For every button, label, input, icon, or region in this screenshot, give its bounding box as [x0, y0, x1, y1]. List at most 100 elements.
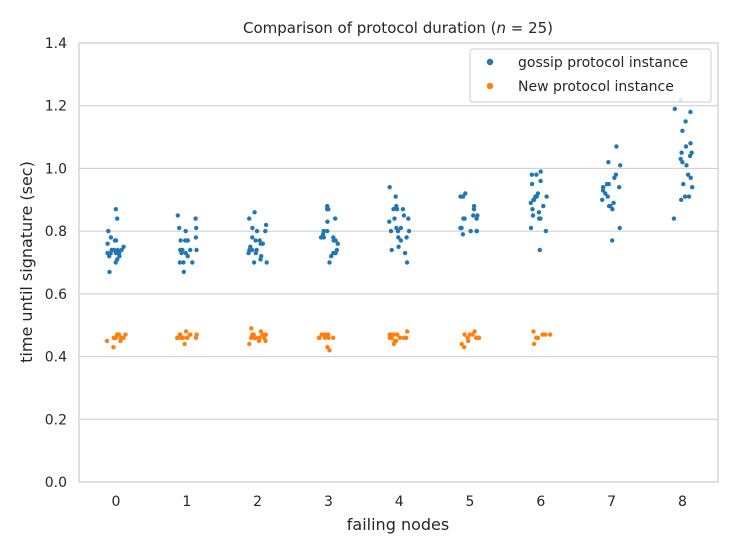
new-protocol-point: [473, 335, 479, 340]
new-protocol-point: [193, 335, 199, 340]
x-tick-label: 1: [182, 494, 191, 510]
gossip-point: [113, 238, 119, 243]
gossip-point: [325, 228, 330, 234]
gossip-point: [534, 172, 539, 177]
gossip-point: [460, 194, 466, 199]
gossip-point: [185, 254, 190, 259]
legend-marker-new: [486, 82, 494, 90]
new-protocol-point: [391, 332, 396, 337]
y-tick-label: 1.0: [45, 161, 67, 177]
gossip-point: [606, 181, 611, 187]
new-protocol-point: [256, 338, 262, 344]
gossip-point: [468, 228, 473, 234]
gossip-point: [401, 213, 407, 218]
gossip-point: [690, 185, 695, 190]
gossip-point: [181, 269, 186, 275]
gossip-point: [679, 197, 684, 202]
gossip-point: [687, 153, 693, 159]
new-protocol-point: [387, 332, 392, 337]
new-protocol-point: [175, 335, 180, 340]
new-protocol-point: [540, 332, 545, 337]
gossip-point: [113, 260, 118, 265]
new-protocol-point: [260, 332, 265, 337]
gossip-point: [684, 163, 689, 168]
gossip-point: [108, 235, 114, 240]
gossip-point: [606, 203, 612, 209]
gossip-point: [107, 269, 112, 275]
new-protocol-point: [121, 335, 126, 340]
new-protocol-point: [116, 332, 122, 337]
gossip-point: [531, 197, 537, 202]
gossip-point: [529, 181, 535, 187]
gossip-point: [193, 216, 198, 221]
gossip-point: [612, 175, 617, 180]
gossip-point: [194, 225, 199, 231]
new-protocol-point: [249, 326, 254, 331]
new-protocol-point: [263, 338, 268, 344]
gossip-point: [600, 188, 606, 193]
y-tick-label: 0.0: [45, 475, 67, 491]
gossip-point: [388, 228, 394, 234]
gossip-point: [325, 207, 330, 212]
gossip-point: [529, 172, 534, 177]
new-protocol-point: [470, 332, 475, 337]
gossip-point: [253, 250, 258, 256]
x-tick-label: 0: [112, 494, 121, 510]
gossip-point: [543, 228, 549, 234]
gossip-point: [185, 238, 190, 243]
x-axis-label: failing nodes: [347, 515, 449, 534]
gossip-point: [610, 207, 615, 212]
gridlines: [79, 42, 718, 483]
legend-marker-gossip: [486, 58, 494, 66]
x-tick-label: 8: [678, 494, 687, 510]
gossip-point: [474, 228, 480, 234]
gossip-point: [183, 228, 188, 234]
gossip-point: [672, 106, 677, 112]
x-tick-label: 3: [324, 494, 333, 510]
gossip-point: [460, 232, 466, 237]
gossip-point: [188, 247, 193, 253]
gossip-point: [688, 141, 693, 146]
new-protocol-point: [466, 338, 471, 344]
gossip-point: [331, 250, 336, 256]
gossip-point: [391, 207, 396, 212]
gossip-point: [682, 194, 688, 199]
y-tick-label: 0.4: [45, 350, 67, 366]
x-tick-label: 7: [607, 494, 616, 510]
gossip-point: [121, 244, 126, 249]
gossip-point: [335, 241, 340, 246]
gossip-point: [117, 254, 122, 259]
gossip-point: [681, 181, 686, 187]
gossip-point: [113, 207, 119, 212]
legend-label-gossip: gossip protocol instance: [518, 55, 688, 71]
new-protocol-point: [404, 335, 409, 340]
new-protocol-point: [327, 348, 332, 353]
gossip-point: [250, 235, 255, 240]
gossip-point: [258, 257, 263, 262]
gossip-point: [528, 200, 533, 206]
gossip-point: [544, 194, 549, 199]
gossip-point: [601, 185, 606, 190]
gossip-point: [178, 238, 183, 243]
gossip-point: [402, 250, 408, 256]
gossip-point: [685, 172, 691, 177]
new-protocol-point: [247, 341, 252, 347]
x-tick-label: 2: [253, 494, 262, 510]
gossip-point: [618, 163, 623, 168]
gossip-point: [606, 160, 611, 165]
gossip-point: [683, 144, 689, 149]
y-tick-label: 0.2: [45, 412, 67, 428]
gossip-point: [393, 194, 398, 199]
gossip-point: [610, 238, 615, 243]
gossip-point: [387, 219, 392, 224]
new-protocol-point: [391, 341, 396, 347]
y-tick-label: 0.8: [45, 224, 67, 240]
gossip-point: [471, 213, 476, 218]
gossip-point: [394, 207, 400, 212]
gossip-point: [534, 194, 539, 199]
gossip-point: [327, 260, 332, 265]
gossip-point: [458, 225, 463, 231]
plot-frame: [78, 42, 719, 483]
gossip-point: [471, 203, 477, 209]
